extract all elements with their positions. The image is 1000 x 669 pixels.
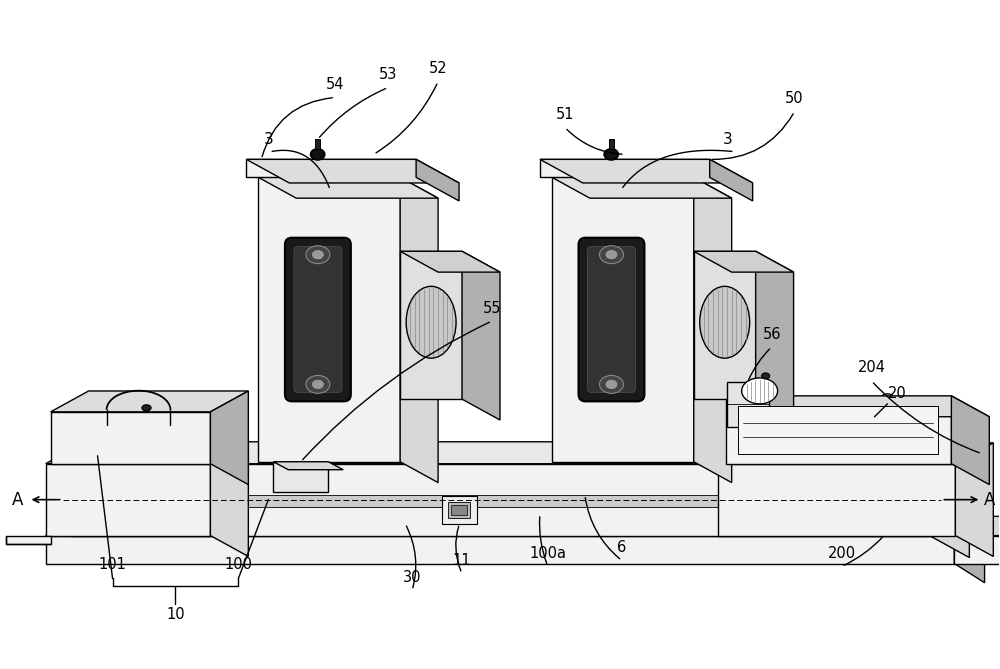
Ellipse shape [742,378,778,404]
Text: 3: 3 [723,132,733,147]
Text: A: A [984,490,995,508]
Ellipse shape [306,375,330,393]
Polygon shape [442,496,477,524]
Polygon shape [552,177,732,198]
Text: 51: 51 [556,107,574,122]
Polygon shape [955,443,993,557]
Ellipse shape [312,250,323,259]
Ellipse shape [600,375,623,393]
Polygon shape [552,177,694,462]
Polygon shape [400,252,462,399]
Text: 3: 3 [263,132,273,147]
Polygon shape [738,406,938,454]
Polygon shape [46,536,954,563]
Polygon shape [954,516,1000,536]
Text: 53: 53 [379,67,397,82]
Text: 50: 50 [785,91,804,106]
Bar [451,504,467,514]
Ellipse shape [311,149,325,160]
Ellipse shape [762,373,770,379]
Polygon shape [710,159,753,201]
FancyBboxPatch shape [579,237,644,401]
Text: 200: 200 [827,546,856,561]
Polygon shape [258,177,438,198]
FancyBboxPatch shape [285,237,351,401]
Ellipse shape [604,149,618,160]
Text: 54: 54 [326,77,344,92]
Polygon shape [416,159,459,201]
Polygon shape [258,177,400,462]
Polygon shape [929,442,969,557]
Polygon shape [51,412,210,464]
Text: 30: 30 [403,570,421,585]
Bar [609,139,614,149]
Polygon shape [71,442,969,464]
Polygon shape [46,443,248,464]
Polygon shape [51,391,248,412]
Polygon shape [718,464,955,536]
Polygon shape [46,516,985,536]
Ellipse shape [600,246,623,264]
Polygon shape [210,391,248,484]
Text: A: A [12,490,23,508]
Text: 11: 11 [453,553,471,568]
Text: 20: 20 [888,387,907,401]
Ellipse shape [700,286,750,358]
Text: 52: 52 [429,61,447,76]
Ellipse shape [606,380,617,389]
Polygon shape [46,464,210,536]
Polygon shape [540,159,753,183]
Bar [315,139,320,149]
Polygon shape [400,252,500,272]
Ellipse shape [312,380,323,389]
Ellipse shape [142,405,151,411]
Polygon shape [694,252,756,399]
FancyBboxPatch shape [588,247,635,393]
Bar [448,502,470,518]
Polygon shape [540,159,710,177]
Text: 10: 10 [166,607,185,622]
Polygon shape [246,159,416,177]
Ellipse shape [306,246,330,264]
Polygon shape [694,252,794,272]
Polygon shape [246,159,459,183]
Text: 100a: 100a [529,546,566,561]
Polygon shape [400,177,438,482]
Polygon shape [462,252,500,420]
Text: 100: 100 [224,557,252,572]
Ellipse shape [406,286,456,358]
Polygon shape [756,252,794,420]
Polygon shape [694,177,732,482]
Polygon shape [210,443,248,557]
Polygon shape [951,396,989,484]
Text: 55: 55 [483,300,501,316]
Polygon shape [71,464,929,536]
Polygon shape [954,536,1000,563]
Polygon shape [273,462,328,492]
Polygon shape [726,396,989,417]
Polygon shape [718,443,993,464]
Text: 6: 6 [617,540,626,555]
FancyBboxPatch shape [294,247,342,393]
Polygon shape [81,495,919,507]
Text: 204: 204 [857,361,885,375]
Polygon shape [727,382,769,427]
Polygon shape [6,536,51,544]
Text: 56: 56 [762,326,781,341]
Polygon shape [726,396,951,464]
Ellipse shape [606,250,617,259]
Polygon shape [273,462,343,470]
Text: 101: 101 [99,557,126,572]
Polygon shape [954,516,985,583]
